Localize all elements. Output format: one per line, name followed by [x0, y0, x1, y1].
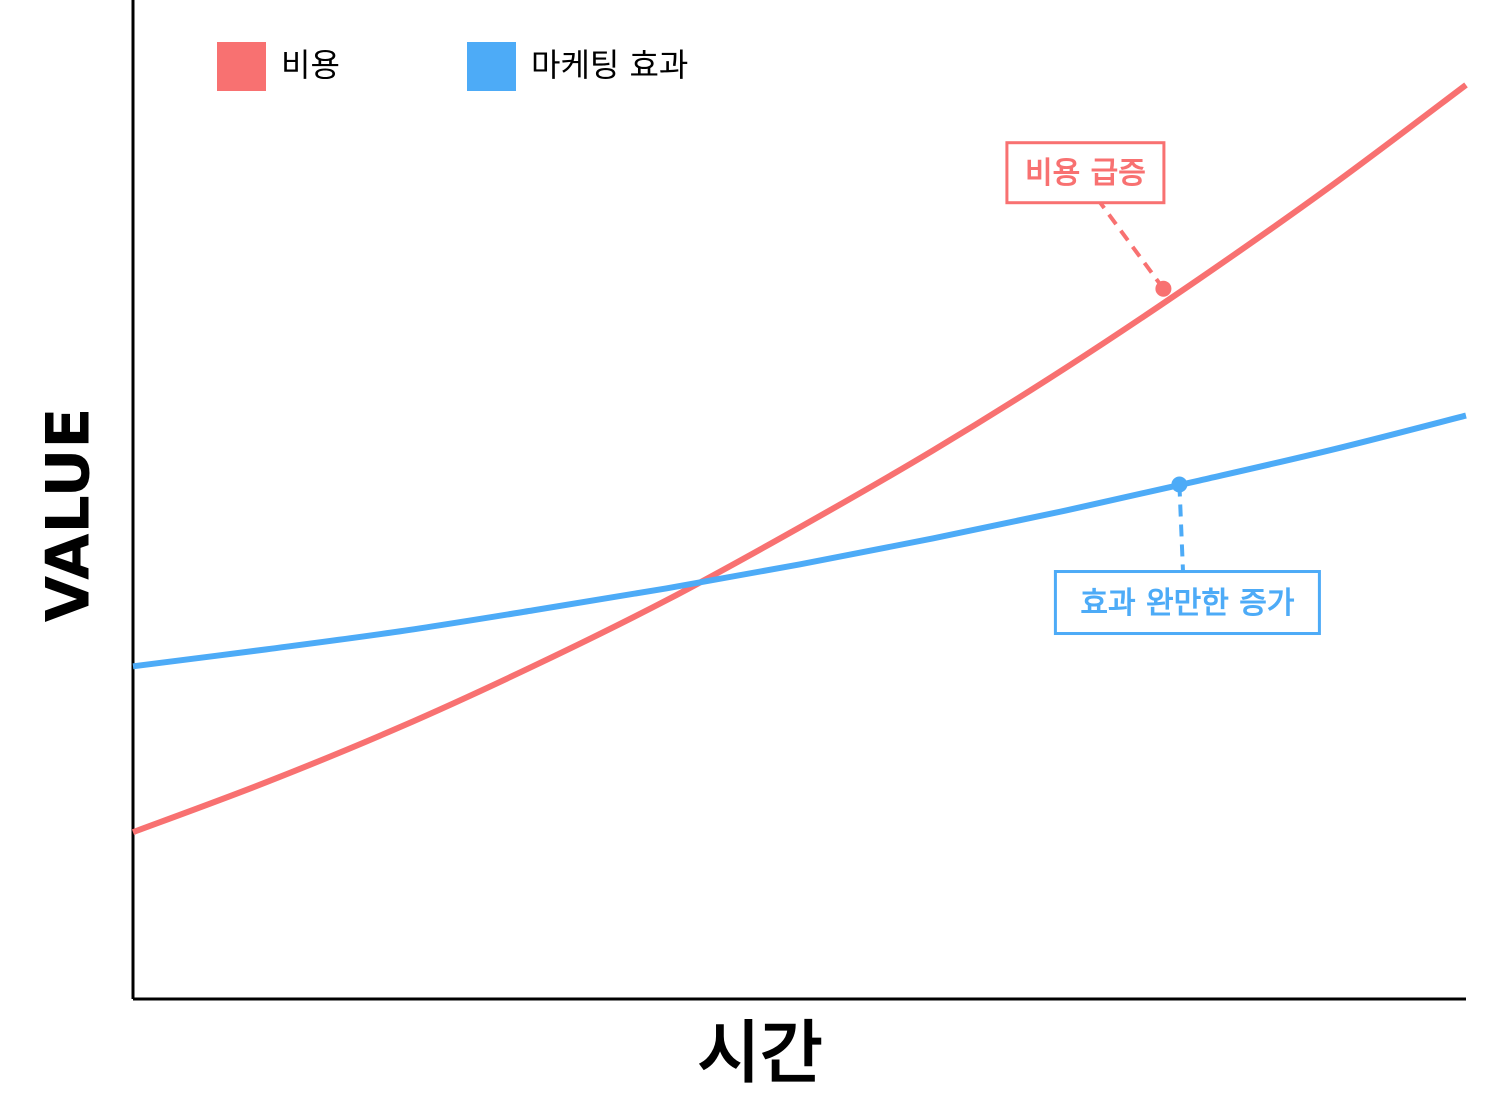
- legend-swatch: [467, 42, 516, 91]
- annotation-box: [1053, 570, 1321, 636]
- legend-label: 비용: [281, 46, 340, 84]
- y-axis-title: VALUE: [34, 408, 104, 623]
- annotation-leader: [1098, 201, 1166, 290]
- annotation-box: [1005, 141, 1166, 205]
- annotation-leader: [1177, 484, 1186, 572]
- legend-label: 마케팅 효과: [531, 46, 688, 84]
- annotation-point: [1171, 476, 1188, 493]
- annotation-text: 효과 완만한 증가: [1080, 586, 1294, 621]
- legend-swatch: [217, 42, 266, 91]
- series-line: [132, 412, 1467, 670]
- series-line: [131, 82, 1468, 835]
- annotation-text: 비용 급증: [1025, 156, 1146, 191]
- annotation-point: [1155, 280, 1172, 297]
- x-axis-title: 시간: [697, 1015, 822, 1094]
